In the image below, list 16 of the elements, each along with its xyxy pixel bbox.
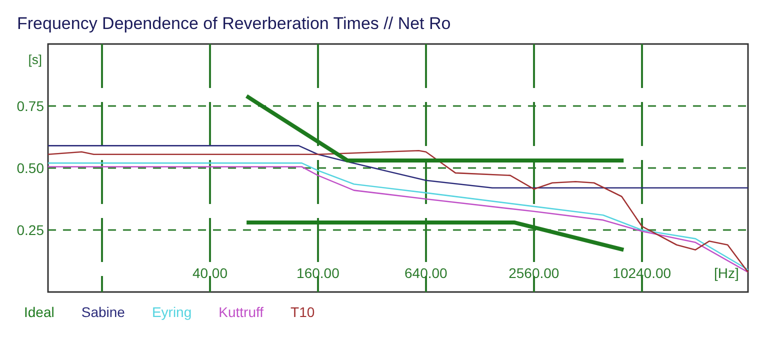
y-axis-title: [s]	[28, 52, 42, 67]
text: T10	[290, 304, 315, 320]
x-axis-title: [Hz]	[714, 265, 739, 281]
y-tick-label: 0.75	[16, 98, 44, 114]
x-tick-label: 40.00	[192, 265, 228, 281]
x-tick-label: 2560.00	[508, 265, 560, 281]
y-tick-label: 0.25	[16, 222, 44, 238]
text: Ideal	[24, 304, 54, 320]
x-tick-label: 160.00	[296, 265, 340, 281]
x-tick-label: 10240.00	[612, 265, 672, 281]
y-tick-label: 0.50	[16, 160, 44, 176]
text: Eyring	[152, 304, 192, 320]
text: Sabine	[81, 304, 126, 320]
text: Kuttruff	[218, 304, 264, 320]
x-tick-label: 640.00	[404, 265, 448, 281]
chart-title: Frequency Dependence of Reverberation Times // Net Ro	[17, 14, 451, 33]
